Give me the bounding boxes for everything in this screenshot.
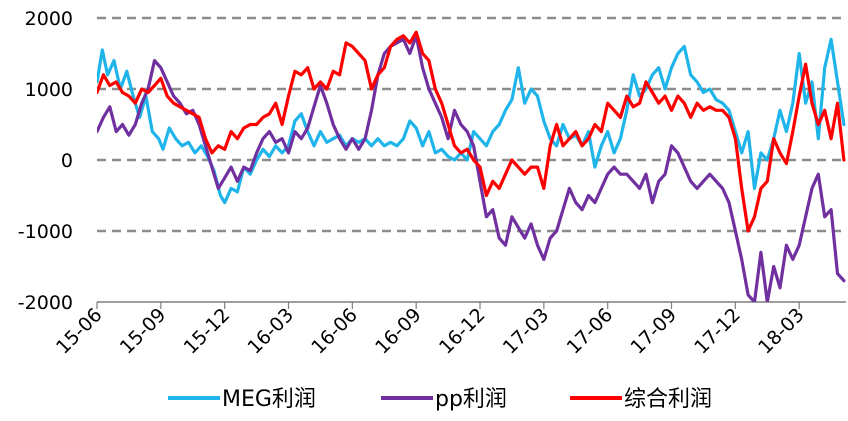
x-tick-label: 16-03 <box>243 304 298 359</box>
legend-label: 综合利润 <box>624 387 712 412</box>
x-tick-label: 18-03 <box>754 304 809 359</box>
y-tick-label: 1000 <box>25 79 73 101</box>
legend-label: pp利润 <box>435 387 507 412</box>
y-tick-label: -1000 <box>18 221 73 243</box>
series-line-2 <box>97 30 846 233</box>
series-lines <box>97 30 846 302</box>
y-tick-label: 0 <box>61 150 73 172</box>
y-axis: 2000 1000 0 -1000 -2000 <box>18 8 73 314</box>
x-tick-label: 16-06 <box>307 304 362 359</box>
x-tick-label: 17-06 <box>563 304 618 359</box>
grid-lines <box>97 16 846 303</box>
y-tick-label: -2000 <box>18 292 73 314</box>
x-axis: 15-06 15-09 15-12 16-03 16-06 16-09 16-12 17-03… <box>52 302 809 359</box>
x-tick-label: 15-09 <box>116 304 171 359</box>
x-tick-label: 17-03 <box>499 304 554 359</box>
x-tick-label: 17-12 <box>690 304 745 359</box>
series-line-0 <box>97 37 846 205</box>
legend-label: MEG利润 <box>222 387 316 412</box>
x-tick-label: 16-12 <box>435 304 490 359</box>
x-tick-label: 15-12 <box>180 304 235 359</box>
x-tick-label: 16-09 <box>371 304 426 359</box>
series-line-1 <box>97 34 846 302</box>
x-tick-label: 17-09 <box>626 304 681 359</box>
legend: MEG利润 pp利润 综合利润 <box>168 387 712 412</box>
y-tick-label: 2000 <box>25 8 73 30</box>
